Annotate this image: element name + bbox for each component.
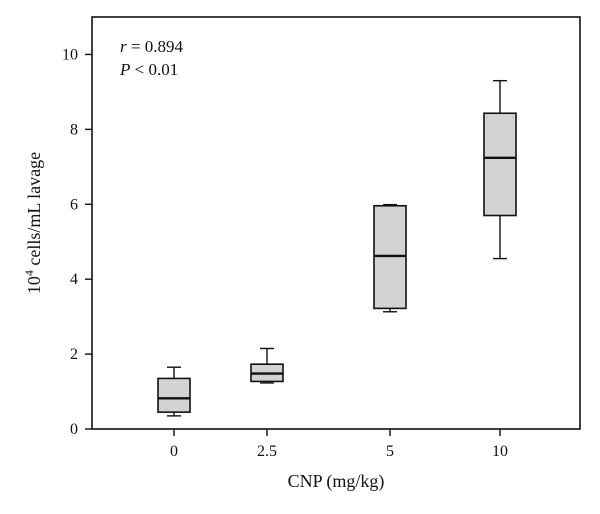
annotation-r-symbol: r <box>120 37 127 56</box>
x-tick-label: 10 <box>492 443 508 460</box>
y-tick-label: 4 <box>70 271 78 288</box>
x-tick-label: 2.5 <box>257 443 277 460</box>
annotation-r: r = 0.894 <box>120 37 183 56</box>
annotation-p: P < 0.01 <box>119 60 178 79</box>
y-axis-title-base: 10 <box>24 276 44 294</box>
box-series <box>157 79 517 417</box>
annotation-r-value: = 0.894 <box>127 37 184 56</box>
y-tick-label: 2 <box>70 346 78 363</box>
box-group <box>373 203 407 313</box>
x-axis: 0 2.5 5 10 <box>170 429 508 460</box>
iqr-box <box>483 112 517 217</box>
x-tick-label: 0 <box>170 443 178 460</box>
y-tick-label: 6 <box>70 196 78 213</box>
y-axis: 0 2 4 6 8 10 <box>62 46 92 438</box>
x-axis-title: CNP (mg/kg) <box>288 471 385 492</box>
box-group <box>157 366 191 417</box>
y-tick-label: 10 <box>62 46 78 63</box>
y-tick-label: 0 <box>70 421 78 438</box>
y-axis-title: 104 cells/mL lavage <box>22 152 44 294</box>
y-axis-title-unit: cells/mL lavage <box>24 152 44 270</box>
annotation-p-value: < 0.01 <box>130 60 178 79</box>
iqr-box <box>157 377 191 413</box>
box-group <box>250 347 284 384</box>
x-tick-label: 5 <box>386 443 394 460</box>
y-axis-title-exponent: 4 <box>22 270 36 276</box>
plot-frame <box>91 16 581 430</box>
box-group <box>483 79 517 260</box>
annotation-p-symbol: P <box>119 60 130 79</box>
y-tick-label: 8 <box>70 121 78 138</box>
